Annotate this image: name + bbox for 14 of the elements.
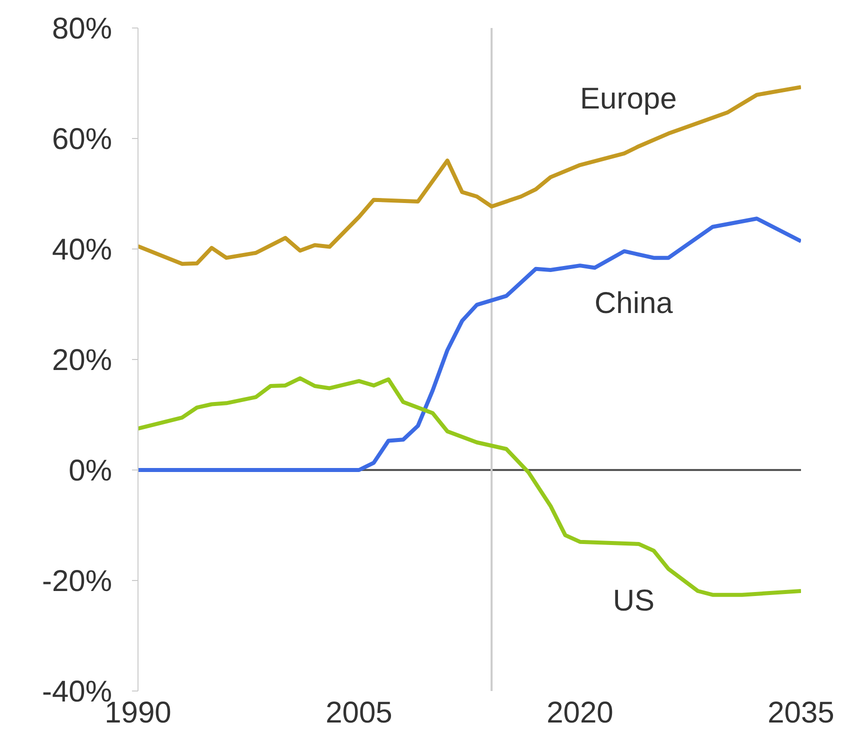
series-label: China xyxy=(594,286,674,320)
y-tick-label: 0% xyxy=(68,454,112,488)
x-tick-label: 2005 xyxy=(326,696,392,730)
line-series xyxy=(138,216,801,472)
series-label: Europe xyxy=(580,82,677,116)
line-series xyxy=(138,85,801,266)
y-tick-label: 60% xyxy=(52,123,112,156)
y-tick-label: 20% xyxy=(52,344,112,378)
y-tick-label: 80% xyxy=(52,12,112,46)
x-tick-label: 2020 xyxy=(546,696,614,730)
series-label: US xyxy=(612,584,655,618)
y-tick-label: 40% xyxy=(52,234,112,267)
y-tick-label: -20% xyxy=(42,565,112,598)
x-tick-label: 2035 xyxy=(768,696,834,730)
